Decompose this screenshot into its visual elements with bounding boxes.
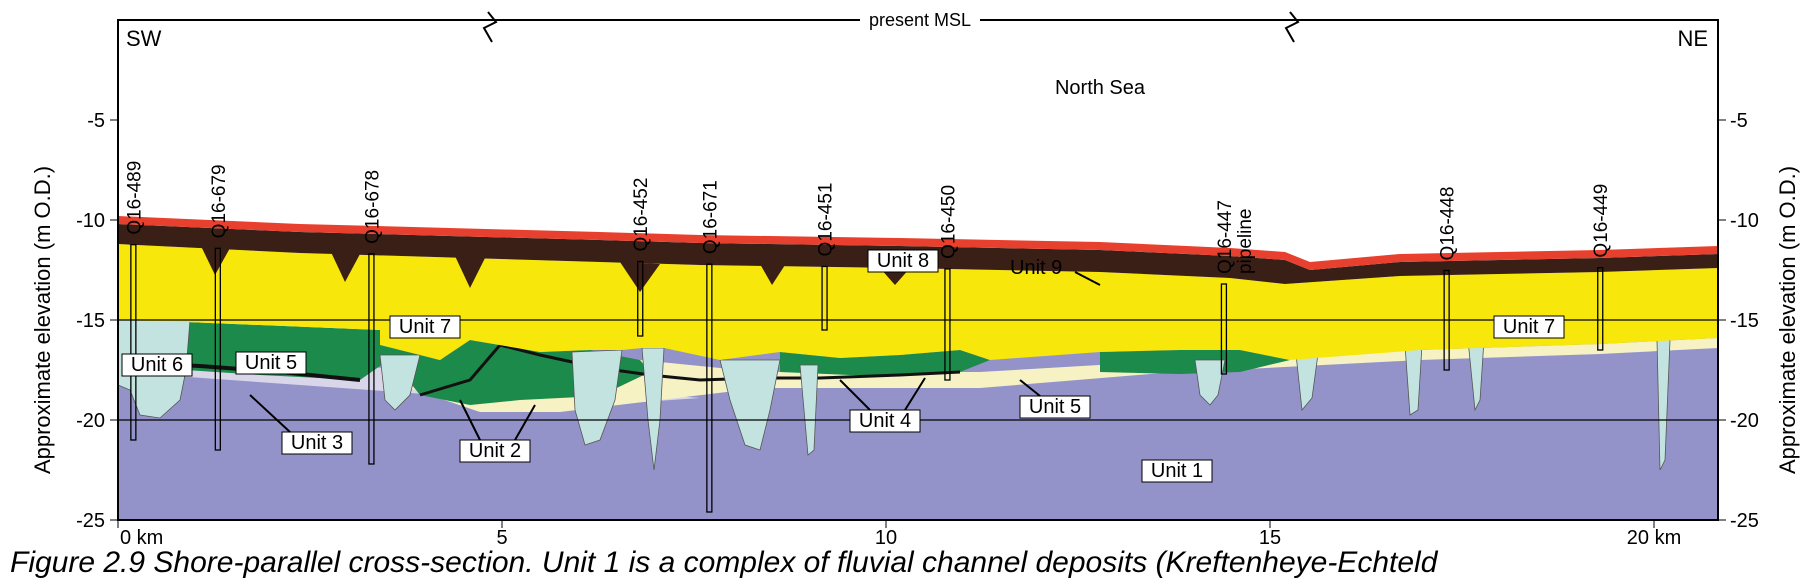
borehole-label: Q16-671 <box>700 180 721 254</box>
unit-labels: Unit 8 Unit 9 Unit 7 Unit 7 Unit 6 Unit … <box>121 249 1565 483</box>
unit5-pointer <box>1019 379 1041 397</box>
borehole-q16-448 <box>1443 269 1450 371</box>
y-tick-right: -5 <box>1730 110 1748 132</box>
unit3-pointer <box>249 394 291 433</box>
x-tick-label: 5 <box>496 527 507 545</box>
x-tick-label: 10 <box>875 527 897 545</box>
x-tick-label: 0 km <box>120 527 163 545</box>
y-axis-title-left: Approximate elevation (m O.D.) <box>30 166 55 474</box>
unit5-body-center <box>780 350 990 375</box>
borehole-q16-449 <box>1597 267 1604 351</box>
borehole-q16-678 <box>368 253 375 465</box>
y-ticks-left: -5 -10 -15 -20 -25 <box>76 110 118 532</box>
unit7-body <box>118 244 1718 360</box>
y-tick-left: -20 <box>76 410 105 432</box>
unit6-label: Unit 6 <box>131 354 183 376</box>
y-tick-right: -20 <box>1730 410 1759 432</box>
y-tick-left: -25 <box>76 510 105 532</box>
unit1-label: Unit 1 <box>1151 460 1203 482</box>
y-tick-left: -5 <box>87 110 105 132</box>
x-tick-label: 15 <box>1259 527 1281 545</box>
unit2-label: Unit 2 <box>469 440 521 462</box>
borehole-label: Q16-448 <box>1438 187 1459 261</box>
y-tick-left: -10 <box>76 210 105 232</box>
water-label: North Sea <box>1055 77 1146 99</box>
borehole-label: Q16-449 <box>1591 184 1612 258</box>
unit7-label-ne: Unit 7 <box>1503 316 1555 338</box>
borehole-q16-452 <box>637 260 644 337</box>
unit2-body <box>400 338 1718 412</box>
unit5-label-sw: Unit 5 <box>245 352 297 374</box>
borehole-q16-447 <box>1220 283 1228 375</box>
unit4-label: Unit 4 <box>859 410 911 432</box>
unit9-body <box>118 216 1718 270</box>
y-tick-left: -15 <box>76 310 105 332</box>
borehole-label: Q16-450 <box>938 185 959 259</box>
y-tick-right: -10 <box>1730 210 1759 232</box>
y-tick-right: -15 <box>1730 310 1759 332</box>
y-tick-right: -25 <box>1730 510 1759 532</box>
sea-level-label: present MSL <box>869 10 971 30</box>
unit9-label: Unit 9 <box>1010 257 1062 279</box>
x-tick-label: 20 km <box>1627 527 1681 545</box>
orientation-left: SW <box>126 26 162 51</box>
borehole-label: Q16-447 <box>1215 200 1236 274</box>
borehole-label: Q16-452 <box>631 178 652 252</box>
y-ticks-right: -5 -10 -15 -20 -25 <box>1718 110 1759 532</box>
unit7-label-sw: Unit 7 <box>399 316 451 338</box>
y-axis-title-right: Approximate elevation (m O.D.) <box>1775 166 1800 474</box>
borehole-q16-679 <box>214 247 221 451</box>
unit2-pointer <box>459 399 536 441</box>
msl-label-mask <box>860 8 980 30</box>
borehole-q16-451 <box>821 265 828 331</box>
unit5-label-ne: Unit 5 <box>1029 396 1081 418</box>
axis-break-left <box>482 11 498 43</box>
axis-break-right <box>1284 11 1300 43</box>
borehole-label: Q16-679 <box>209 164 230 238</box>
borehole-note: pipeline <box>1235 209 1256 275</box>
unit8-label: Unit 8 <box>877 250 929 272</box>
borehole-q16-671 <box>706 263 713 513</box>
unit9-pointer <box>1074 271 1101 286</box>
unit3-label: Unit 3 <box>291 432 343 454</box>
borehole-q16-489 <box>130 244 137 441</box>
orientation-right: NE <box>1677 26 1708 51</box>
borehole-label: Q16-451 <box>816 183 837 257</box>
cross-section-figure: present MSL SW NE North Sea -5 -10 -15 -… <box>30 8 1800 545</box>
x-ticks: 0 km 5 10 15 20 km <box>117 520 1681 545</box>
borehole-q16-450 <box>944 268 951 381</box>
boreholes-group: Q16-489 Q16-679 Q16-678 Q16-452 Q16-671 Q16-4… <box>124 161 1612 513</box>
borehole-label: Q16-678 <box>362 170 383 244</box>
unit4-pointer <box>839 377 926 411</box>
figure-caption: Figure 2.9 Shore-parallel cross-section.… <box>10 546 1438 579</box>
borehole-label: Q16-489 <box>124 161 145 235</box>
